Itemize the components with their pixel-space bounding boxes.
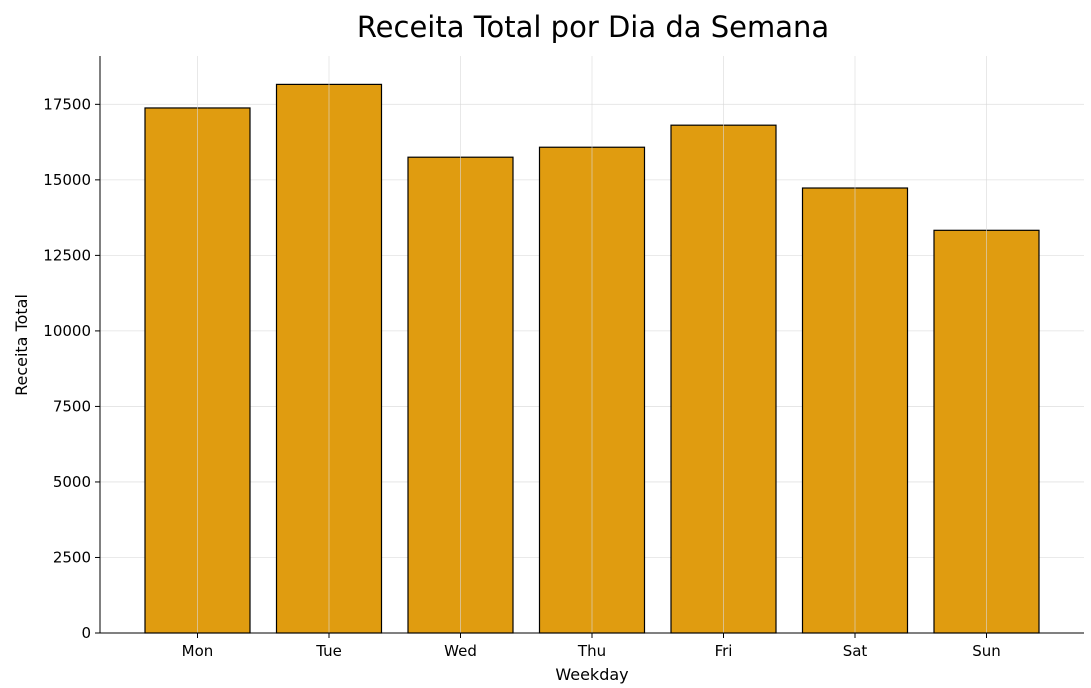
y-tick-label: 17500	[43, 95, 91, 113]
y-axis-label: Receita Total	[12, 294, 31, 396]
y-tick-label: 2500	[53, 548, 91, 566]
y-tick-label: 12500	[43, 246, 91, 264]
x-ticks: Mon Tue Wed Thu Fri Sat Sun	[182, 633, 1001, 660]
x-tick-label-tue: Tue	[315, 642, 342, 660]
bars-layer	[144, 56, 1040, 634]
y-tick-label: 7500	[53, 397, 91, 415]
y-tick-label: 15000	[43, 171, 91, 189]
y-tick-label: 5000	[53, 473, 91, 491]
y-ticks: 0 2500 5000 7500 10000 12500 15000 17500	[43, 95, 100, 642]
x-tick-label-sat: Sat	[843, 642, 868, 660]
x-tick-label-thu: Thu	[577, 642, 606, 660]
y-tick-label: 10000	[43, 322, 91, 340]
chart-title: Receita Total por Dia da Semana	[357, 10, 829, 44]
x-tick-label-sun: Sun	[972, 642, 1001, 660]
x-axis-label: Weekday	[555, 665, 628, 684]
y-tick-label: 0	[81, 624, 91, 642]
x-tick-label-mon: Mon	[182, 642, 214, 660]
x-tick-label-wed: Wed	[444, 642, 477, 660]
x-tick-label-fri: Fri	[715, 642, 733, 660]
